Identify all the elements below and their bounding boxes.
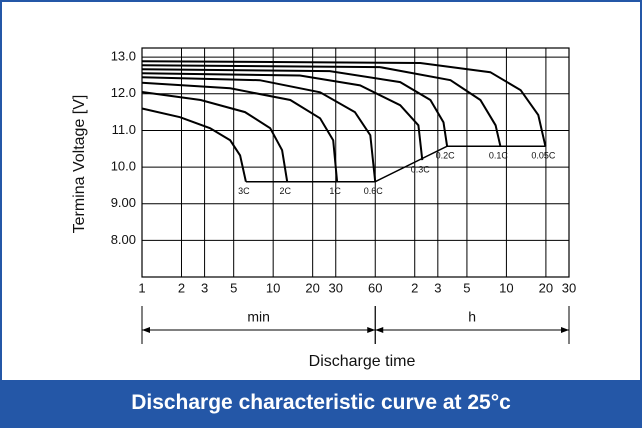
curve-label: 2C <box>279 186 291 196</box>
x-tick-label: 10 <box>499 280 513 295</box>
y-axis-title: Termina Voltage [V] <box>71 95 88 234</box>
x-tick-label: 20 <box>305 280 319 295</box>
y-tick-label: 9.00 <box>111 195 136 210</box>
chart: Discharge time Termina Voltage [V] 13.0 1… <box>71 47 576 370</box>
arrow-head <box>375 327 384 333</box>
curve <box>141 68 449 147</box>
arrow-head <box>142 327 150 333</box>
curve <box>141 64 502 147</box>
curve-label: 0.3C <box>411 164 431 174</box>
range-label: h <box>468 309 476 325</box>
x-tick-label: 1 <box>138 280 145 295</box>
end-voltage-line <box>245 145 546 183</box>
arrow-head <box>561 327 569 333</box>
x-tick-label: 2 <box>411 280 418 295</box>
curve-label: 0.2C <box>436 151 456 161</box>
x-tick-label: 20 <box>539 280 553 295</box>
x-tick-label: 5 <box>463 280 470 295</box>
curve-label: 0.6C <box>364 186 384 196</box>
x-axis-title: Discharge time <box>309 353 416 370</box>
y-tick-label: 12.0 <box>111 85 136 100</box>
y-tick-label: 11.0 <box>112 122 136 137</box>
x-tick-label: 30 <box>562 280 576 295</box>
x-tick-label: 2 <box>178 280 185 295</box>
y-tick-label: 13.0 <box>111 49 136 64</box>
x-tick-label: 30 <box>329 280 343 295</box>
curve <box>141 76 377 182</box>
chart-title: Discharge characteristic curve at 25°c <box>2 380 640 426</box>
curve <box>141 72 424 161</box>
plot-frame <box>141 47 570 278</box>
y-tick-label: 10.0 <box>111 159 136 174</box>
curve-label: 1C <box>329 186 341 196</box>
arrow-head <box>367 327 376 333</box>
x-tick-label: 3 <box>434 280 441 295</box>
x-tick-label: 60 <box>368 280 382 295</box>
curve <box>141 81 339 182</box>
range-label: min <box>247 309 270 325</box>
curve-label: 3C <box>238 186 250 196</box>
x-tick-label: 5 <box>230 280 237 295</box>
curve <box>141 107 247 182</box>
x-tick-label: 10 <box>266 280 280 295</box>
curve-label: 0.1C <box>489 151 509 161</box>
curve <box>141 60 547 147</box>
x-tick-label: 3 <box>201 280 208 295</box>
curve-label: 0.05C <box>531 151 556 161</box>
curve <box>141 91 289 182</box>
y-tick-label: 8.00 <box>111 232 136 247</box>
